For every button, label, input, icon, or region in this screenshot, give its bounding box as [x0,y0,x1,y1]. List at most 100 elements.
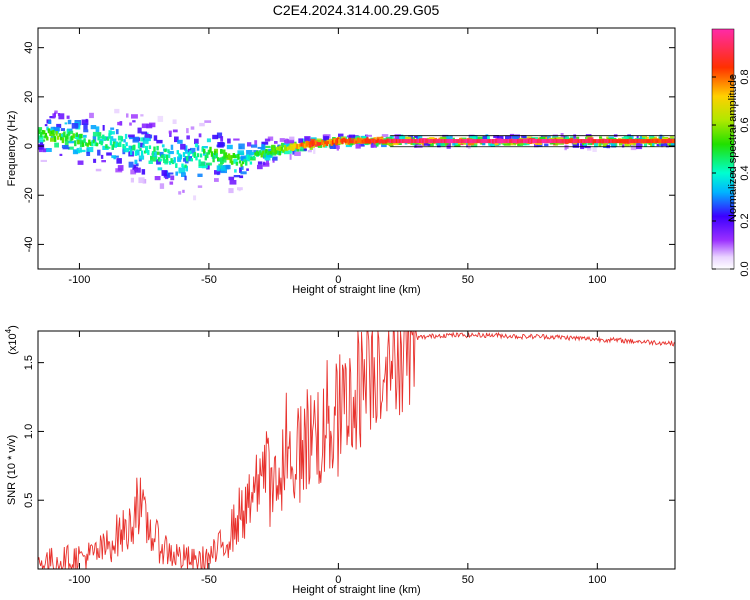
ridge-cell [638,139,641,144]
spectral-cell [66,129,69,135]
ridge-cell [355,140,358,144]
spectral-cell [206,162,212,166]
ridge-cell [302,143,305,148]
spectral-cell [59,153,63,156]
ridge-cell [370,138,374,143]
ridge-cell [277,146,280,151]
spectral-cell [621,144,625,148]
spectral-cell [168,130,172,134]
spectral-cell [263,161,266,165]
ridge-cell [229,158,232,164]
spectral-cell [274,141,278,144]
ridge-cell [563,139,566,144]
spectral-cell [656,143,660,147]
y-tick-label: -20 [23,187,35,203]
spectral-cell [257,146,263,149]
spectral-cell [204,120,212,123]
spectral-cell [452,142,456,146]
spectral-cell [289,153,292,160]
ridge-cell [339,139,343,143]
ridge-cell [297,143,301,149]
spectral-cell [220,165,227,171]
ridge-cell [442,139,445,144]
spectral-cell [144,135,151,142]
ridge-cell [664,139,667,144]
ridge-cell [269,150,273,155]
ridge-cell [420,139,423,144]
ridge-cell [57,135,60,140]
ridge-cell [596,139,599,144]
spectral-cell [261,144,265,150]
spectral-cell [211,153,217,159]
ridge-cell [213,150,217,156]
ridge-cell [478,139,481,144]
ridge-cell [387,138,391,143]
ridge-cell [549,139,552,144]
ridge-cell [153,146,156,152]
spectral-cell [166,174,171,178]
ridge-cell [443,139,447,144]
spectral-cell [414,135,419,139]
spectral-cell [246,150,253,156]
spectral-cell [233,158,238,164]
ridge-cell [669,139,672,144]
ridge-cell [176,150,179,155]
ridge-cell [237,153,240,160]
ridge-cell [485,139,489,144]
ridge-cell [653,139,656,144]
spectral-cell [89,112,94,119]
ridge-cell [543,139,546,144]
ridge-cell [328,138,332,145]
spectral-cell [267,136,274,141]
ridge-cell [380,139,383,144]
ridge-cell [332,139,335,145]
spectral-cell [95,168,102,172]
ridge-cell [151,151,155,156]
ridge-cell [80,133,83,139]
ridge-cell [72,133,75,139]
ridge-cell [102,134,105,139]
spectral-cell [170,175,175,181]
colorbar-tick-label: 0.0 [739,261,750,276]
spectral-cell [135,163,139,167]
ridge-cell [415,139,419,144]
spectral-cell [180,143,186,150]
spectral-cell [83,129,89,133]
ridge-cell [274,148,277,155]
ridge-cell [496,139,500,144]
spectral-cell [97,149,101,156]
ridge-cell [555,139,559,144]
ridge-cell [434,139,437,144]
ridge-cell [378,139,381,144]
spectral-cell [247,159,250,162]
ridge-cell [112,143,116,147]
ridge-cell [635,139,638,144]
spectral-cell [497,135,504,140]
ridge-cell [394,139,397,144]
spectral-cell [338,133,344,139]
ridge-cell [154,156,158,161]
spectral-cell [186,128,189,134]
spectral-cell [141,131,148,135]
spectral-cell [60,128,65,131]
ridge-cell [460,139,464,144]
ridge-cell [391,139,394,144]
ridge-cell [639,139,642,144]
x-tick-label: -100 [68,274,90,286]
y-multiplier-label: (x104) [4,325,19,355]
spectral-cell [169,181,174,185]
spectral-cell [198,164,205,168]
ridge-cell [580,139,583,144]
spectral-cell [133,164,137,168]
spectral-cell [251,144,258,148]
ridge-cell [611,139,615,144]
ridge-cell [240,163,243,167]
ridge-cell [78,133,82,139]
ridge-cell [117,142,120,147]
spectral-cell [371,144,377,148]
ridge-cell [97,136,100,141]
spectral-cell [39,147,43,153]
ridge-cell [179,154,183,160]
ridge-cell [291,146,294,151]
spectral-cell [250,152,255,156]
